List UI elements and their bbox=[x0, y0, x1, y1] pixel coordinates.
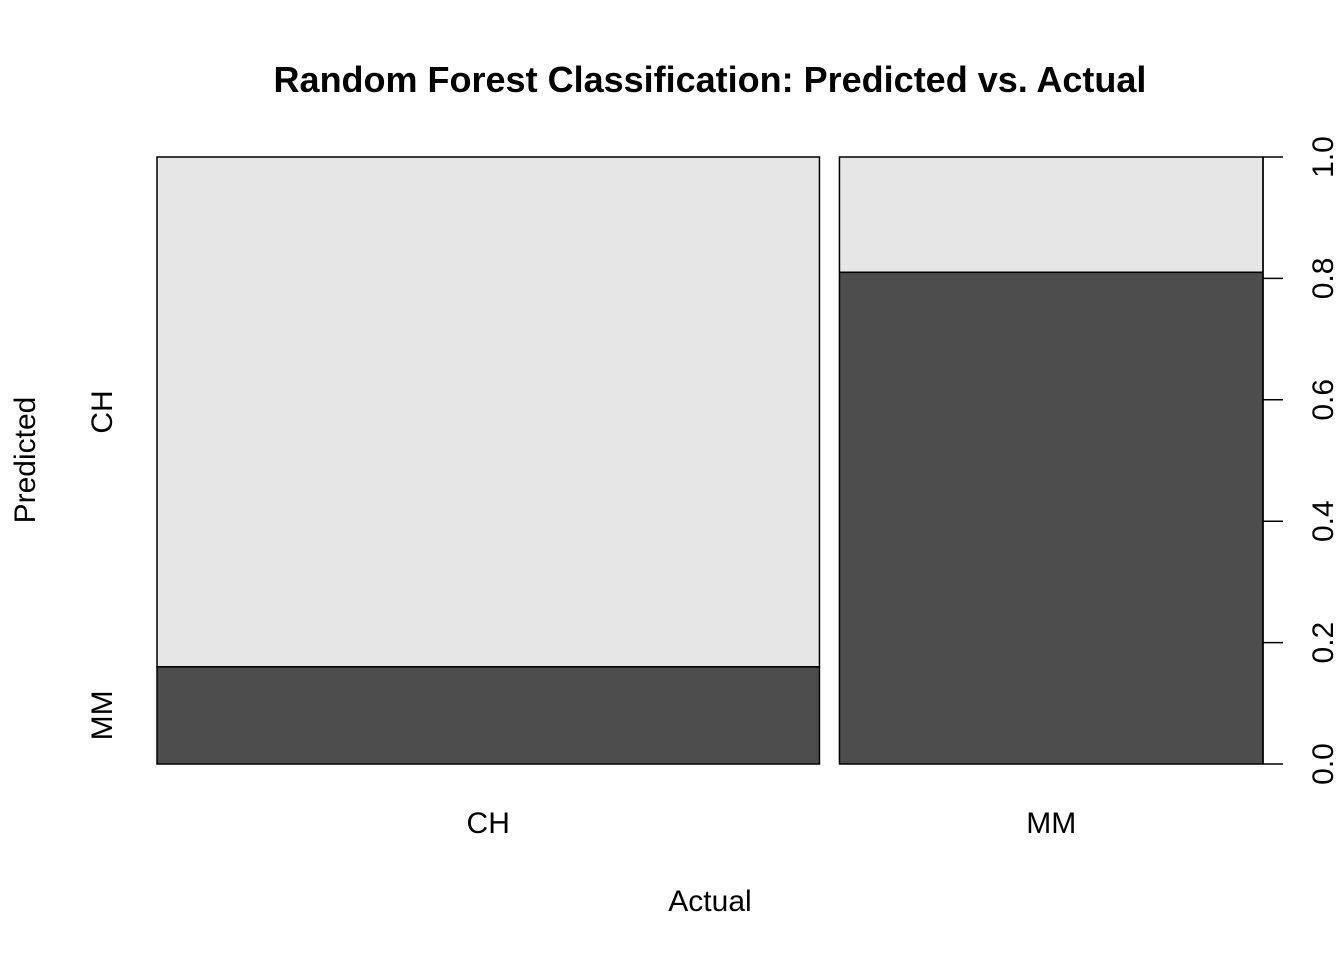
y-axis-label: Predicted bbox=[9, 397, 42, 524]
tile-actual-ch-predicted-ch bbox=[156, 156, 821, 668]
right-axis-tick-label: 0.4 bbox=[1307, 500, 1340, 542]
x-axis-label: Actual bbox=[668, 885, 751, 918]
right-axis: 0.0 0.2 0.4 0.6 0.8 1.0 bbox=[1262, 136, 1340, 785]
x-tick-mm: MM bbox=[1026, 807, 1076, 840]
right-axis-tick-label: 0.0 bbox=[1307, 743, 1340, 785]
tile-actual-mm-predicted-mm bbox=[838, 271, 1264, 765]
right-axis-tick-label: 1.0 bbox=[1307, 136, 1340, 178]
y-tick-ch: CH bbox=[86, 390, 119, 433]
y-tick-labels: CH MM bbox=[86, 390, 119, 740]
right-axis-tick-label: 0.8 bbox=[1307, 258, 1340, 300]
tile-actual-mm-predicted-ch bbox=[838, 156, 1264, 274]
mosaic-tiles bbox=[156, 156, 1264, 765]
right-axis-tick-label: 0.2 bbox=[1307, 622, 1340, 664]
x-tick-labels: CH MM bbox=[467, 807, 1077, 840]
y-tick-mm: MM bbox=[86, 690, 119, 740]
right-axis-tick-label: 0.6 bbox=[1307, 379, 1340, 421]
x-tick-ch: CH bbox=[467, 807, 510, 840]
chart-title: Random Forest Classification: Predicted … bbox=[274, 59, 1147, 100]
tile-actual-ch-predicted-mm bbox=[156, 666, 821, 765]
